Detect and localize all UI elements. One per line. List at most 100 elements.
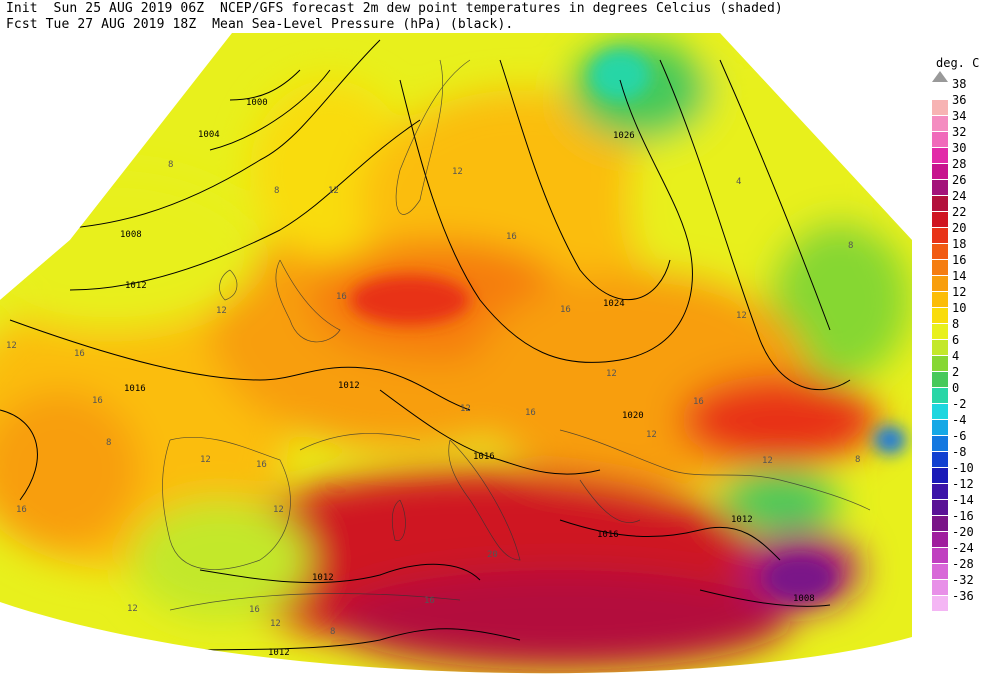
dewpoint-label: 8	[855, 455, 861, 465]
isobar-label: 1000	[246, 98, 268, 108]
legend-label: 18	[952, 237, 967, 251]
dewpoint-label: 4	[736, 177, 742, 187]
isobar-label: 1024	[603, 299, 625, 309]
legend-swatch	[932, 580, 948, 595]
legend-entry: -20	[928, 525, 1000, 548]
legend-label: -6	[952, 429, 967, 443]
legend-entry: -16	[928, 509, 1000, 532]
legend-entry: 30	[928, 141, 1000, 164]
legend-label: 10	[952, 301, 967, 315]
legend-label: 12	[952, 285, 967, 299]
legend-label: 8	[952, 317, 960, 331]
legend-label: 4	[952, 349, 960, 363]
legend-label: -28	[952, 557, 974, 571]
legend-label: 32	[952, 125, 967, 139]
dewpoint-label: 12	[606, 369, 617, 379]
isobar-label: 1012	[125, 281, 147, 291]
legend-swatch	[932, 532, 948, 547]
legend-label: 30	[952, 141, 967, 155]
legend-label: 24	[952, 189, 967, 203]
dewpoint-label: 12	[452, 167, 463, 177]
shaded-field	[0, 33, 912, 674]
isobar-label: 1012	[268, 648, 290, 658]
isobar-label: 1012	[338, 381, 360, 391]
legend-label: -8	[952, 445, 967, 459]
legend-swatch	[932, 596, 948, 611]
dewpoint-label: 16	[74, 349, 85, 359]
legend-entry: -28	[928, 557, 1000, 580]
legend-label: 0	[952, 381, 960, 395]
isobar-label: 1004	[198, 130, 220, 140]
legend-unit-label: deg. C	[936, 56, 980, 70]
dewpoint-map: 1000 1004 1008 1012 1016 1012 1016 1020 …	[0, 33, 912, 674]
legend-entry: 26	[928, 173, 1000, 196]
legend-label: -16	[952, 509, 974, 523]
isobars	[0, 39, 851, 651]
dewpoint-label: 12	[328, 186, 339, 196]
legend-label: 2	[952, 365, 960, 379]
legend-swatch	[932, 516, 948, 531]
legend-entry: 32	[928, 125, 1000, 148]
dewpoint-label: 16	[92, 396, 103, 406]
legend-swatch	[932, 548, 948, 563]
legend-entry: -36	[928, 589, 1000, 612]
dewpoint-label: 20	[487, 550, 498, 560]
legend-entry: -14	[928, 493, 1000, 516]
legend-label: 36	[952, 93, 967, 107]
legend-swatch	[932, 132, 948, 147]
legend-top-label: 38	[952, 77, 967, 91]
dewpoint-label: 12	[127, 604, 138, 614]
legend-swatch	[932, 324, 948, 339]
legend-swatch	[932, 340, 948, 355]
legend-swatch	[932, 372, 948, 387]
legend-entry: -2	[928, 397, 1000, 420]
legend-label: -32	[952, 573, 974, 587]
dewpoint-label: 12	[6, 341, 17, 351]
legend-entry: 34	[928, 109, 1000, 132]
isobar-label: 1012	[312, 573, 334, 583]
dewpoint-label: 12	[270, 619, 281, 629]
legend-swatch	[932, 244, 948, 259]
dewpoint-label: 8	[848, 241, 854, 251]
legend-swatch	[932, 148, 948, 163]
legend-entry: -12	[928, 477, 1000, 500]
legend-entry: 4	[928, 349, 1000, 372]
legend-label: -10	[952, 461, 974, 475]
dewpoint-label: 12	[273, 505, 284, 515]
legend-label: -24	[952, 541, 974, 555]
legend-swatch	[932, 212, 948, 227]
legend-swatch	[932, 228, 948, 243]
legend-entry: 8	[928, 317, 1000, 340]
legend-entry: -8	[928, 445, 1000, 468]
dewpoint-label: 12	[762, 456, 773, 466]
legend-swatch	[932, 452, 948, 467]
legend-label: 28	[952, 157, 967, 171]
dewpoint-label: 16	[693, 397, 704, 407]
legend-entry: -4	[928, 413, 1000, 436]
legend-swatch	[932, 164, 948, 179]
legend-entry: 18	[928, 237, 1000, 260]
legend-swatch	[932, 484, 948, 499]
legend-entry: 20	[928, 221, 1000, 244]
legend-top-arrow-icon	[932, 71, 948, 82]
dewpoint-label: 8	[274, 186, 280, 196]
legend-swatch	[932, 116, 948, 131]
dewpoint-label: 16	[256, 460, 267, 470]
legend-entry: 12	[928, 285, 1000, 308]
header-init-line: Init Sun 25 AUG 2019 06Z NCEP/GFS foreca…	[6, 1, 783, 16]
dewpoint-label: 16	[525, 408, 536, 418]
legend-entry: 24	[928, 189, 1000, 212]
dewpoint-label: 16	[16, 505, 27, 515]
coastlines	[162, 59, 871, 611]
dewpoint-label: 16	[424, 596, 435, 606]
legend-swatch	[932, 500, 948, 515]
legend-label: 34	[952, 109, 967, 123]
dewpoint-label: 12	[460, 404, 471, 414]
legend-entry: -24	[928, 541, 1000, 564]
isobar-label: 1016	[597, 530, 619, 540]
map-canvas	[0, 33, 912, 674]
legend-swatch	[932, 260, 948, 275]
isobar-label: 1012	[731, 515, 753, 525]
dewpoint-label: 12	[736, 311, 747, 321]
legend-label: -36	[952, 589, 974, 603]
